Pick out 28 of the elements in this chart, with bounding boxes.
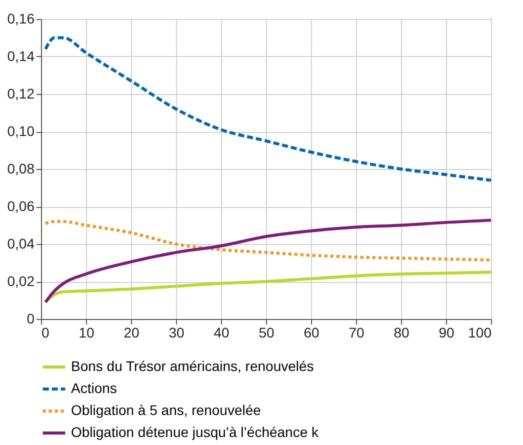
x-tick-label: 30 (168, 324, 184, 340)
line-series (44, 218, 492, 304)
legend-label: Actions (71, 380, 117, 396)
y-tick-label: 0,12 (7, 86, 35, 102)
y-tick-label: 0,08 (7, 160, 35, 176)
legend-label: Bons du Trésor américains, renouvelés (71, 358, 314, 374)
y-tick-label: 0,10 (7, 123, 35, 139)
x-tick-label: 90 (438, 324, 454, 340)
x-tick-label: 0 (42, 324, 50, 340)
line-series (44, 270, 492, 304)
y-tick-label: 0,06 (7, 198, 35, 214)
legend-label: Obligation détenue jusqu’à l’échéance k (71, 424, 320, 440)
x-tick-label: 70 (348, 324, 364, 340)
line-series (44, 220, 492, 262)
y-tick-label: 0,02 (7, 273, 35, 289)
legend-label: Obligation à 5 ans, renouvelée (71, 402, 262, 418)
x-tick-label: 20 (124, 324, 140, 340)
x-tick-label: 100 (468, 324, 492, 340)
x-tick-label: 50 (258, 324, 274, 340)
line-series (44, 36, 492, 182)
x-tick-label: 40 (214, 324, 230, 340)
y-tick-label: 0,16 (7, 10, 35, 26)
x-tick-label: 80 (394, 324, 410, 340)
y-tick-label: 0 (26, 310, 35, 326)
y-tick-label: 0,14 (7, 48, 35, 64)
x-tick-label: 10 (78, 324, 94, 340)
y-tick-label: 0,04 (7, 236, 35, 252)
x-tick-label: 60 (304, 324, 320, 340)
